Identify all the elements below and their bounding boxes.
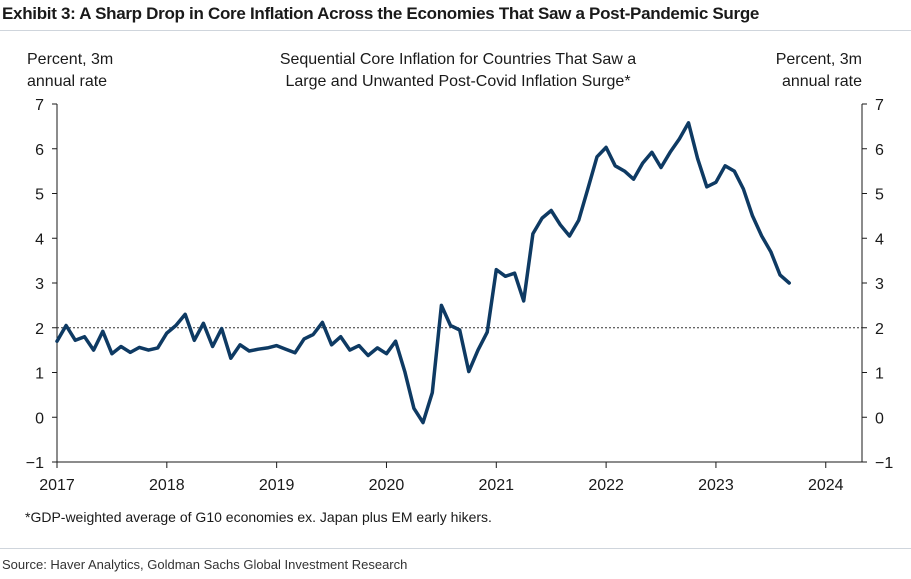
x-tick-label: 2024 <box>808 477 844 494</box>
x-tick-label: 2018 <box>149 477 185 494</box>
x-tick-label: 2020 <box>369 477 405 494</box>
left-axis-label-line-1: Percent, 3m <box>27 51 113 68</box>
y-tick-label-right: 5 <box>875 187 884 204</box>
y-tick-label-left: 3 <box>35 276 44 293</box>
x-tick-label: 2023 <box>698 477 734 494</box>
left-axis-label: Percent, 3m annual rate <box>27 51 113 90</box>
y-tick-label-right: 4 <box>875 231 884 248</box>
x-tick-label: 2019 <box>259 477 295 494</box>
y-tick-label-right: 1 <box>875 366 884 383</box>
chart-title-line-2: Large and Unwanted Post-Covid Inflation … <box>285 73 630 90</box>
y-tick-label-left: −1 <box>26 455 44 472</box>
y-tick-label-right: 2 <box>875 321 884 338</box>
y-tick-label-right: 7 <box>875 97 884 114</box>
y-tick-label-left: 0 <box>35 410 44 427</box>
y-tick-label-left: 2 <box>35 321 44 338</box>
top-divider <box>0 30 911 31</box>
left-axis-label-line-2: annual rate <box>27 73 107 90</box>
chart-title: Sequential Core Inflation for Countries … <box>280 51 636 90</box>
y-tick-label-left: 7 <box>35 97 44 114</box>
axes: −1 −1 0 0 1 1 2 2 3 3 4 4 5 5 6 6 7 7 2017 2018 2019 2020 2021… <box>26 97 894 494</box>
y-tick-label-left: 1 <box>35 366 44 383</box>
x-tick-label: 2022 <box>588 477 624 494</box>
y-tick-label-left: 6 <box>35 142 44 159</box>
line-chart: Sequential Core Inflation for Countries … <box>25 51 894 525</box>
bottom-divider <box>0 548 911 549</box>
source-note: Source: Haver Analytics, Goldman Sachs G… <box>2 557 408 572</box>
x-tick-label: 2021 <box>478 477 514 494</box>
exhibit-title: Exhibit 3: A Sharp Drop in Core Inflatio… <box>2 4 760 23</box>
series-group <box>55 121 791 425</box>
right-axis-label-line-1: Percent, 3m <box>776 51 862 68</box>
right-axis-label-line-2: annual rate <box>782 73 862 90</box>
y-tick-label-left: 5 <box>35 187 44 204</box>
chart-footnote: *GDP-weighted average of G10 economies e… <box>25 509 492 525</box>
chart-title-line-1: Sequential Core Inflation for Countries … <box>280 51 636 68</box>
y-tick-label-left: 4 <box>35 231 44 248</box>
y-tick-label-right: 6 <box>875 142 884 159</box>
y-tick-label-right: 3 <box>875 276 884 293</box>
y-tick-label-right: 0 <box>875 410 884 427</box>
y-tick-label-right: −1 <box>875 455 893 472</box>
right-axis-label: Percent, 3m annual rate <box>776 51 862 90</box>
x-tick-label: 2017 <box>39 477 75 494</box>
series-line-core-inflation <box>55 121 791 425</box>
